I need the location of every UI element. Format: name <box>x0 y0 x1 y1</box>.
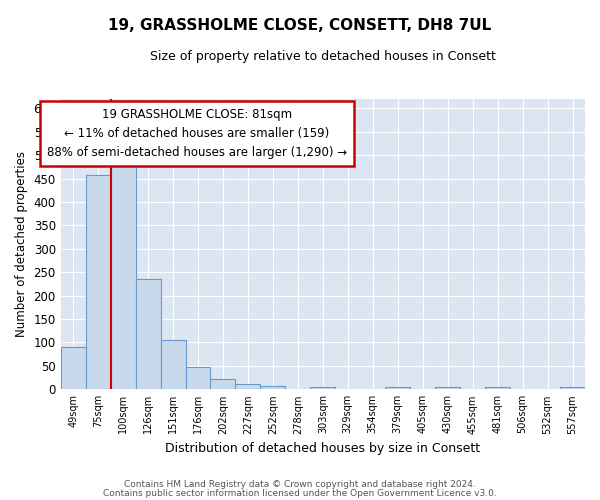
Bar <box>86 175 110 390</box>
Bar <box>310 387 335 390</box>
Bar <box>136 279 161 390</box>
Bar <box>110 155 136 390</box>
Bar <box>161 340 185 390</box>
Text: 19, GRASSHOLME CLOSE, CONSETT, DH8 7UL: 19, GRASSHOLME CLOSE, CONSETT, DH8 7UL <box>109 18 491 32</box>
Bar <box>435 387 460 390</box>
Bar <box>260 386 286 390</box>
Bar <box>185 368 211 390</box>
Bar <box>560 387 585 390</box>
Y-axis label: Number of detached properties: Number of detached properties <box>15 151 28 337</box>
Bar <box>485 387 510 390</box>
Title: Size of property relative to detached houses in Consett: Size of property relative to detached ho… <box>150 50 496 63</box>
Text: 19 GRASSHOLME CLOSE: 81sqm
← 11% of detached houses are smaller (159)
88% of sem: 19 GRASSHOLME CLOSE: 81sqm ← 11% of deta… <box>47 108 347 158</box>
Bar <box>235 384 260 390</box>
X-axis label: Distribution of detached houses by size in Consett: Distribution of detached houses by size … <box>165 442 481 455</box>
Bar <box>385 387 410 390</box>
Text: Contains HM Land Registry data © Crown copyright and database right 2024.: Contains HM Land Registry data © Crown c… <box>124 480 476 489</box>
Bar <box>211 380 235 390</box>
Bar <box>61 347 86 390</box>
Text: Contains public sector information licensed under the Open Government Licence v3: Contains public sector information licen… <box>103 488 497 498</box>
